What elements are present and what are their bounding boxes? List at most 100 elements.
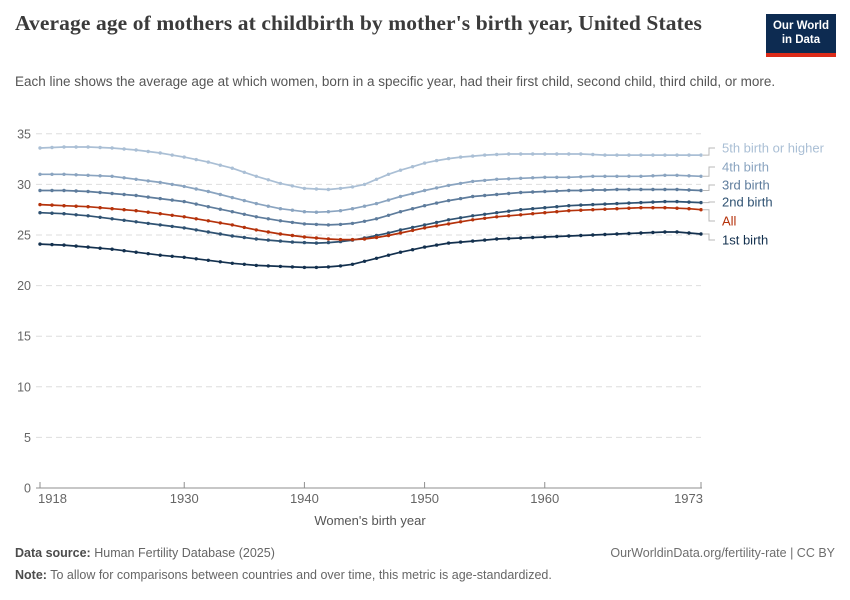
series-4th-birth[interactable] <box>38 172 703 214</box>
series-line-4th-birth[interactable] <box>39 173 702 214</box>
data-point <box>158 151 162 155</box>
data-point <box>38 202 42 207</box>
legend-connector-5th-birth-or-higher <box>703 147 715 156</box>
series-3rd-birth[interactable] <box>38 187 703 227</box>
y-tick-label-35: 35 <box>17 127 31 141</box>
data-point <box>603 202 607 206</box>
data-point <box>687 153 691 157</box>
data-point <box>627 174 631 178</box>
data-point <box>314 265 319 270</box>
legend-label-4th-birth[interactable]: 4th birth <box>722 160 769 175</box>
data-point <box>663 173 667 177</box>
data-point <box>591 202 595 207</box>
data-point <box>170 198 174 202</box>
data-point <box>471 179 475 184</box>
data-point <box>230 210 234 214</box>
data-point <box>495 177 499 181</box>
legend-label-5th-birth-or-higher[interactable]: 5th birth or higher <box>722 141 825 156</box>
data-point <box>158 180 162 185</box>
data-point <box>122 176 126 180</box>
data-point <box>38 146 42 150</box>
data-point <box>230 166 234 170</box>
data-point <box>206 258 210 262</box>
data-point <box>350 207 355 211</box>
data-point <box>350 262 355 266</box>
data-point <box>134 193 138 198</box>
data-point <box>218 221 222 225</box>
data-point <box>338 237 343 242</box>
data-point <box>362 182 367 187</box>
data-point <box>555 189 559 193</box>
series-line-all[interactable] <box>39 203 702 241</box>
data-point <box>350 221 355 226</box>
series-2nd-birth[interactable] <box>38 199 703 245</box>
data-point <box>410 225 415 230</box>
legend-connector-all <box>703 209 715 222</box>
data-point <box>422 161 427 165</box>
data-point <box>603 207 607 211</box>
data-point <box>483 178 487 183</box>
data-point <box>230 261 234 265</box>
data-point <box>495 211 499 215</box>
data-point <box>579 233 583 238</box>
series-all[interactable] <box>38 202 703 242</box>
y-tick-label-15: 15 <box>17 330 31 344</box>
series-line-3rd-birth[interactable] <box>39 188 702 226</box>
data-point <box>302 186 307 191</box>
data-point <box>338 222 343 227</box>
data-point <box>663 230 667 234</box>
data-point <box>555 152 559 156</box>
data-point <box>675 199 679 204</box>
data-point <box>98 246 102 250</box>
data-point <box>446 183 451 188</box>
data-point <box>374 217 379 221</box>
data-point <box>110 217 114 221</box>
data-point <box>591 188 595 192</box>
series-line-1st-birth[interactable] <box>39 231 702 269</box>
y-tick-label-5: 5 <box>24 431 31 445</box>
legend-label-1st-birth[interactable]: 1st birth <box>722 233 768 248</box>
data-point <box>194 228 198 232</box>
footnote: Note: To allow for comparisons between c… <box>15 568 835 582</box>
data-point <box>627 231 631 236</box>
data-point <box>86 245 90 249</box>
owid-logo[interactable]: Our World in Data <box>765 14 836 57</box>
data-point <box>591 233 595 237</box>
data-point <box>110 146 114 150</box>
data-point <box>278 219 283 223</box>
data-point <box>543 152 547 156</box>
data-point <box>434 201 439 205</box>
data-point <box>62 188 66 193</box>
legend-label-3rd-birth[interactable]: 3rd birth <box>722 178 770 193</box>
data-point <box>374 235 379 240</box>
data-point <box>98 206 102 210</box>
data-point <box>651 187 655 192</box>
data-point <box>519 152 523 156</box>
legend-label-all[interactable]: All <box>722 214 737 229</box>
data-point <box>374 177 379 181</box>
data-point <box>218 192 222 197</box>
citation-link[interactable]: OurWorldinData.org/fertility-rate | CC B… <box>610 546 835 560</box>
data-point <box>194 257 198 261</box>
data-point <box>543 189 547 194</box>
data-point <box>422 226 427 230</box>
data-point <box>110 207 114 211</box>
data-point <box>567 204 571 208</box>
chart-svg[interactable]: 0 5 10 15 20 25 30 35 1918 1930 1940 1950 1960 1973 Wo… <box>0 118 850 538</box>
data-point <box>74 189 78 193</box>
data-point <box>254 174 258 178</box>
data-point <box>446 218 451 222</box>
series-line-2nd-birth[interactable] <box>39 200 702 244</box>
data-point <box>579 203 583 207</box>
data-point <box>495 152 499 157</box>
series-1st-birth[interactable] <box>38 230 703 270</box>
data-point <box>62 212 66 216</box>
data-point <box>458 220 463 224</box>
x-axis: 1918 1930 1940 1950 1960 1973 <box>36 482 703 506</box>
series-5th-birth-or-higher[interactable] <box>38 145 703 192</box>
legend-label-2nd-birth[interactable]: 2nd birth <box>722 195 773 210</box>
data-point <box>206 219 210 223</box>
series-line-5th-birth-or-higher[interactable] <box>39 146 702 191</box>
data-point <box>194 187 198 191</box>
data-point <box>603 188 607 192</box>
